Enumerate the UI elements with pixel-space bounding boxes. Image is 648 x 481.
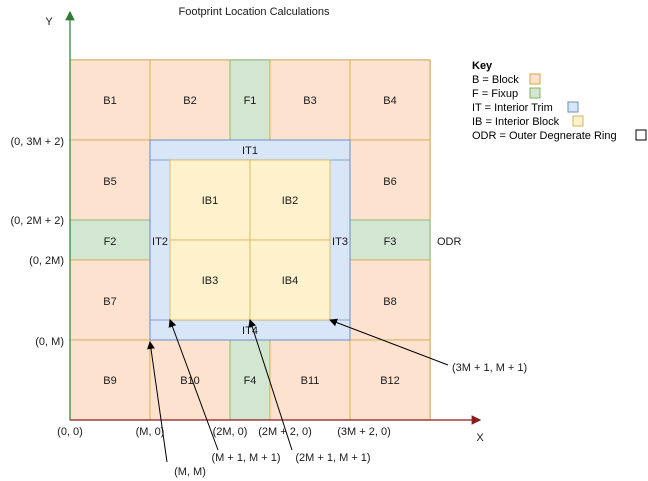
x-axis-label: X (476, 432, 484, 444)
callout-arrow-m-m (147, 341, 168, 463)
cell-b2 (149, 59, 231, 141)
label-it3: IT3 (332, 236, 348, 248)
label-ib3: IB3 (202, 275, 219, 287)
y-tick-2m: (0, 2M) (29, 255, 64, 267)
legend-swatch-block (529, 73, 541, 85)
label-b1: B1 (103, 95, 116, 107)
legend-item-block: B = Block (472, 74, 519, 86)
label-b8: B8 (383, 296, 396, 308)
label-it4: IT4 (242, 325, 258, 337)
x-tick-3m2: (3M + 2, 0) (337, 426, 391, 438)
label-b2: B2 (183, 95, 196, 107)
legend-item-fixup: F = Fixup (472, 88, 518, 100)
label-odr: ODR (437, 236, 462, 248)
label-b3: B3 (303, 95, 316, 107)
label-f2: F2 (104, 236, 117, 248)
callout-3m1-m1: (3M + 1, M + 1) (452, 362, 527, 374)
legend-item-interior-trim: IT = Interior Trim (472, 102, 553, 114)
callout-m1-m1: (M + 1, M + 1) (211, 452, 280, 464)
legend-title: Key (472, 60, 493, 72)
y-tick-m: (0, M) (35, 336, 64, 348)
x-tick-m: (M, 0) (136, 426, 165, 438)
legend-swatch-fixup (529, 87, 541, 99)
label-it2: IT2 (152, 236, 168, 248)
legend-swatch-interior-trim (567, 101, 579, 113)
x-tick-2m: (2M, 0) (213, 426, 248, 438)
label-f1: F1 (244, 95, 257, 107)
legend-item-odr: ODR = Outer Degnerate Ring (472, 130, 617, 142)
label-ib4: IB4 (282, 275, 299, 287)
label-b4: B4 (383, 95, 396, 107)
legend-swatch-odr (635, 129, 647, 141)
label-f3: F3 (384, 236, 397, 248)
callout-arrow-m1-m1 (168, 319, 219, 451)
x-tick-0: (0, 0) (57, 426, 83, 438)
cell-b8 (349, 259, 431, 341)
label-f4: F4 (244, 375, 257, 387)
label-ib1: IB1 (202, 195, 219, 207)
y-tick-3m2: (0, 3M + 2) (11, 136, 65, 148)
legend-swatch-interior-block (572, 115, 584, 127)
cell-b4 (349, 59, 431, 141)
label-b11: B11 (301, 375, 320, 387)
cell-ib3 (169, 239, 251, 321)
diagram-title: Footprint Location Calculations (178, 6, 330, 18)
cell-b3 (269, 59, 351, 141)
callout-2m1-m1: (2M + 1, M + 1) (295, 452, 370, 464)
label-b10: B10 (180, 375, 200, 387)
cell-ib4 (249, 239, 331, 321)
callout-arrow-3m1-m1 (329, 318, 449, 366)
label-b7: B7 (103, 296, 116, 308)
label-ib2: IB2 (282, 195, 299, 207)
cell-f1 (229, 59, 271, 141)
callout-arrow-2m1-m1 (248, 319, 293, 451)
x-tick-2m2: (2M + 2, 0) (258, 426, 312, 438)
label-b9: B9 (103, 375, 116, 387)
y-axis-label: Y (45, 16, 53, 28)
label-b6: B6 (383, 176, 396, 188)
cell-b9 (69, 339, 151, 421)
callout-m-m: (M, M) (174, 466, 206, 478)
legend: Key B = Block F = Fixup IT = Interior Tr… (472, 60, 647, 142)
cell-f3 (349, 219, 431, 261)
cell-b1 (69, 59, 151, 141)
cell-b11 (269, 339, 351, 421)
label-it1: IT1 (242, 145, 258, 157)
cell-ib2 (249, 159, 331, 241)
legend-item-interior-block: IB = Interior Block (472, 116, 560, 128)
label-b5: B5 (103, 176, 116, 188)
y-tick-2m2: (0, 2M + 2) (11, 215, 65, 227)
label-b12: B12 (380, 375, 400, 387)
